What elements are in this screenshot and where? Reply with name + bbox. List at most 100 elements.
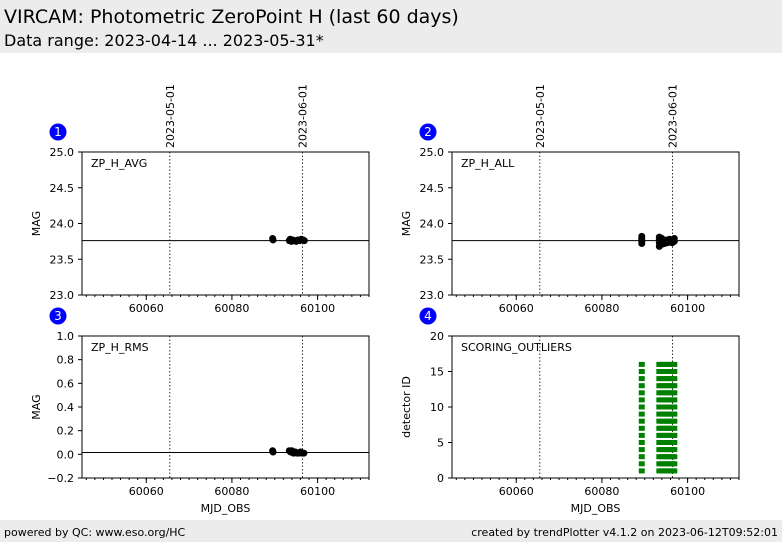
y-tick-label: 25.0 (50, 146, 75, 159)
outlier-marker (671, 397, 678, 403)
panel-number: 1 (54, 125, 62, 139)
y-tick-label: 10 (430, 401, 444, 414)
outlier-marker (671, 432, 678, 438)
data-point (300, 449, 308, 457)
data-point (300, 237, 308, 245)
outlier-marker (671, 454, 678, 460)
y-tick-label: 0.4 (57, 401, 75, 414)
panel-label: ZP_H_RMS (91, 341, 149, 354)
outlier-marker (638, 447, 645, 453)
header-bar: VIRCAM: Photometric ZeroPoint H (last 60… (0, 0, 782, 53)
panel-number: 4 (424, 309, 432, 323)
x-tick-label: 60080 (214, 485, 249, 498)
panel-number: 2 (424, 125, 432, 139)
panel-label: ZP_H_AVG (91, 157, 147, 170)
panel-badge (49, 123, 67, 141)
y-tick-label: 5 (437, 437, 444, 450)
footer-credit: powered by QC: www.eso.org/HC (4, 526, 186, 539)
y-tick-label: 23.0 (50, 289, 75, 302)
data-point (269, 448, 277, 456)
x-tick-label: 60100 (300, 302, 335, 315)
page-subtitle: Data range: 2023-04-14 ... 2023-05-31* (4, 31, 324, 50)
outlier-marker (638, 404, 645, 410)
panel-number: 3 (54, 309, 62, 323)
x-tick-label: 60100 (300, 485, 335, 498)
x-axis-title: MJD_OBS (571, 502, 621, 515)
y-tick-label: 25.0 (420, 146, 445, 159)
footer-created: created by trendPlotter v4.1.2 on 2023-0… (471, 526, 778, 539)
outlier-marker (638, 440, 645, 445)
y-tick-label: 0 (437, 472, 444, 485)
y-axis-title: detector ID (400, 376, 413, 438)
outlier-marker (638, 376, 645, 382)
y-tick-label: 15 (430, 366, 444, 379)
data-point (638, 237, 646, 245)
plot-frame (81, 335, 370, 479)
panel-badge (49, 307, 67, 325)
y-tick-label: 23.5 (50, 253, 75, 266)
outlier-marker (671, 404, 678, 410)
panel-badge (419, 307, 437, 325)
x-tick-label: 60100 (670, 302, 705, 315)
plot-frame (451, 151, 740, 296)
panel-label: ZP_H_ALL (461, 157, 515, 170)
outlier-marker (638, 369, 645, 374)
panel-badge (419, 123, 437, 141)
date-marker-label: 2023-05-01 (164, 84, 177, 148)
outlier-marker (638, 432, 645, 438)
x-tick-label: 60080 (214, 302, 249, 315)
plot-frame (451, 335, 740, 479)
y-tick-label: 24.5 (50, 182, 75, 195)
outlier-marker (638, 411, 645, 417)
y-tick-label: 0.2 (57, 425, 75, 438)
page-title: VIRCAM: Photometric ZeroPoint H (last 60… (4, 6, 459, 28)
outlier-marker (671, 369, 678, 374)
date-marker-label: 2023-06-01 (297, 84, 310, 148)
outlier-marker (638, 454, 645, 460)
outlier-marker (638, 361, 645, 367)
panel-label: SCORING_OUTLIERS (461, 341, 572, 354)
plot-frame (81, 151, 370, 296)
outlier-marker (671, 468, 678, 474)
y-tick-label: 24.0 (420, 218, 445, 231)
outlier-marker (638, 418, 645, 424)
outlier-marker (638, 461, 645, 467)
outlier-marker (671, 376, 678, 382)
y-tick-label: −0.2 (47, 472, 74, 485)
outlier-marker (638, 390, 645, 396)
y-tick-label: 20 (430, 330, 444, 343)
y-tick-label: 24.0 (50, 218, 75, 231)
footer-bar: powered by QC: www.eso.org/HC created by… (0, 520, 782, 542)
date-marker-label: 2023-06-01 (667, 84, 680, 148)
outlier-marker (671, 425, 678, 431)
x-tick-label: 60080 (584, 302, 619, 315)
outlier-marker (671, 418, 678, 424)
y-axis-title: MAG (400, 211, 413, 236)
outlier-marker (638, 383, 645, 389)
outlier-marker (638, 397, 645, 403)
x-tick-label: 60060 (129, 302, 164, 315)
y-tick-label: 23.0 (420, 289, 445, 302)
outlier-marker (638, 425, 645, 431)
date-marker-label: 2023-05-01 (534, 84, 547, 148)
y-axis-title: MAG (30, 394, 43, 419)
x-tick-label: 60100 (670, 485, 705, 498)
outlier-marker (638, 468, 645, 474)
y-tick-label: 24.5 (420, 182, 445, 195)
x-tick-label: 60060 (499, 302, 534, 315)
data-point (670, 235, 678, 243)
outlier-marker (671, 461, 678, 467)
outlier-marker (671, 361, 678, 367)
data-point (638, 232, 646, 240)
outlier-marker (671, 447, 678, 453)
x-tick-label: 60060 (499, 485, 534, 498)
y-tick-label: 0.8 (57, 354, 75, 367)
y-tick-label: 23.5 (420, 253, 445, 266)
x-axis-title: MJD_OBS (201, 502, 251, 515)
data-point (269, 236, 277, 244)
y-axis-title: MAG (30, 211, 43, 236)
x-tick-label: 60060 (129, 485, 164, 498)
x-tick-label: 60080 (584, 485, 619, 498)
outlier-marker (671, 411, 678, 417)
